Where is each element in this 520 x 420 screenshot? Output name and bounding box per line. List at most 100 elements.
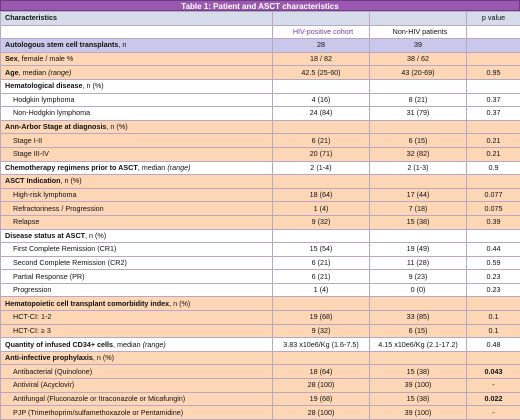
row-label-suffix: , n (%) <box>83 81 104 90</box>
nonhiv-value: 15 (38) <box>370 215 467 229</box>
hiv-value: 2 (1-4) <box>273 161 370 175</box>
row-label-suffix: , median <box>19 68 49 77</box>
hiv-value: 9 (32) <box>273 215 370 229</box>
nonhiv-value: 6 (15) <box>370 324 467 338</box>
row-label-main: Antibacterial (Quinolone) <box>13 367 92 376</box>
p-value: 0.1 <box>467 311 520 325</box>
hiv-value <box>273 229 370 243</box>
nonhiv-value <box>370 351 467 365</box>
row-label-main: Hematological disease <box>5 81 83 90</box>
row-label-main: Age <box>5 68 19 77</box>
cohort-hiv-label: HIV-positive cohort <box>273 25 370 39</box>
row-label-main: Ann-Arbor Stage at diagnosis <box>5 122 106 131</box>
table-row: Antibacterial (Quinolone)18 (64)15 (38)0… <box>1 365 520 379</box>
p-value: 0.39 <box>467 215 520 229</box>
p-value: 0.022 <box>467 392 520 406</box>
row-label-main: Autologous stem cell transplants <box>5 40 118 49</box>
nonhiv-value: 17 (44) <box>370 188 467 202</box>
hiv-value: 19 (68) <box>273 311 370 325</box>
row-label: Progression <box>1 283 273 297</box>
row-label-suffix: , median <box>138 163 168 172</box>
row-label: Relapse <box>1 215 273 229</box>
row-label: Non-Hodgkin lymphoma <box>1 107 273 121</box>
row-label-main: Sex <box>5 54 18 63</box>
row-label-main: Anti-infective prophylaxis <box>5 353 93 362</box>
row-label-main: Antifungal (Fluconazole or Itraconazole … <box>13 394 185 403</box>
row-label-main: Stage III-IV <box>13 149 49 158</box>
hiv-value: 1 (4) <box>273 202 370 216</box>
row-label: HCT-CI: ≥ 3 <box>1 324 273 338</box>
row-label-main: Disease status at ASCT <box>5 231 85 240</box>
nonhiv-value: 4.15 x10e6/Kg (2.1-17.2) <box>370 338 467 352</box>
row-label-suffix: , n (%) <box>93 353 114 362</box>
nonhiv-value: 0 (0) <box>370 283 467 297</box>
hiv-value <box>273 79 370 93</box>
table-row: Chemotherapy regimens prior to ASCT, med… <box>1 161 520 175</box>
hiv-value: 6 (21) <box>273 270 370 284</box>
p-value: 0.075 <box>467 202 520 216</box>
hiv-value: 42.5 (25-60) <box>273 66 370 80</box>
nonhiv-value: 19 (49) <box>370 243 467 257</box>
header-blank <box>273 12 370 26</box>
row-label: Age, median (range) <box>1 66 273 80</box>
hiv-value: 28 (100) <box>273 379 370 393</box>
table-row: Antifungal (Fluconazole or Itraconazole … <box>1 392 520 406</box>
row-label-main: First Complete Remission (CR1) <box>13 244 116 253</box>
hiv-value <box>273 297 370 311</box>
p-value: 0.9 <box>467 161 520 175</box>
row-label-suffix: , n (%) <box>169 299 190 308</box>
row-label: Ann-Arbor Stage at diagnosis, n (%) <box>1 120 273 134</box>
table-row: Hematopoietic cell transplant comorbidit… <box>1 297 520 311</box>
row-label-suffix: , n <box>118 40 126 49</box>
table-row: Second Complete Remission (CR2)6 (21)11 … <box>1 256 520 270</box>
hiv-value: 9 (32) <box>273 324 370 338</box>
header-pvalue: p value <box>467 12 520 26</box>
nonhiv-value: 7 (18) <box>370 202 467 216</box>
hiv-value: 18 (64) <box>273 188 370 202</box>
row-label: High-risk lymphoma <box>1 188 273 202</box>
row-label-main: High-risk lymphoma <box>13 190 77 199</box>
hiv-value: 6 (21) <box>273 256 370 270</box>
nonhiv-value: 38 / 62 <box>370 52 467 66</box>
nonhiv-value <box>370 120 467 134</box>
hiv-value: 6 (21) <box>273 134 370 148</box>
row-label: Disease status at ASCT, n (%) <box>1 229 273 243</box>
row-label: ASCT Indication, n (%) <box>1 175 273 189</box>
p-value: 0.44 <box>467 243 520 257</box>
nonhiv-value: 9 (23) <box>370 270 467 284</box>
nonhiv-value: 15 (38) <box>370 392 467 406</box>
hiv-value: 18 / 82 <box>273 52 370 66</box>
p-value: 0.37 <box>467 93 520 107</box>
p-value: - <box>467 406 520 420</box>
header-row: Characteristics p value <box>1 12 520 26</box>
hiv-value <box>273 351 370 365</box>
hiv-value <box>273 120 370 134</box>
row-label: Antifungal (Fluconazole or Itraconazole … <box>1 392 273 406</box>
hiv-value: 19 (68) <box>273 392 370 406</box>
nonhiv-value: 6 (15) <box>370 134 467 148</box>
hiv-value: 15 (54) <box>273 243 370 257</box>
p-value <box>467 297 520 311</box>
row-label: Stage I-II <box>1 134 273 148</box>
row-label-main: Hodgkin lymphoma <box>13 95 75 104</box>
nonhiv-value <box>370 175 467 189</box>
nonhiv-value: 15 (38) <box>370 365 467 379</box>
row-label-italic: (range) <box>167 163 190 172</box>
row-label: Hematological disease, n (%) <box>1 79 273 93</box>
p-value <box>467 351 520 365</box>
row-label: First Complete Remission (CR1) <box>1 243 273 257</box>
p-value: 0.23 <box>467 283 520 297</box>
table-title: Table 1: Patient and ASCT characteristic… <box>0 0 520 11</box>
row-label-main: Non-Hodgkin lymphoma <box>13 108 90 117</box>
p-value <box>467 52 520 66</box>
p-value: 0.48 <box>467 338 520 352</box>
row-label-main: Chemotherapy regimens prior to ASCT <box>5 163 138 172</box>
table-row: ASCT Indication, n (%) <box>1 175 520 189</box>
